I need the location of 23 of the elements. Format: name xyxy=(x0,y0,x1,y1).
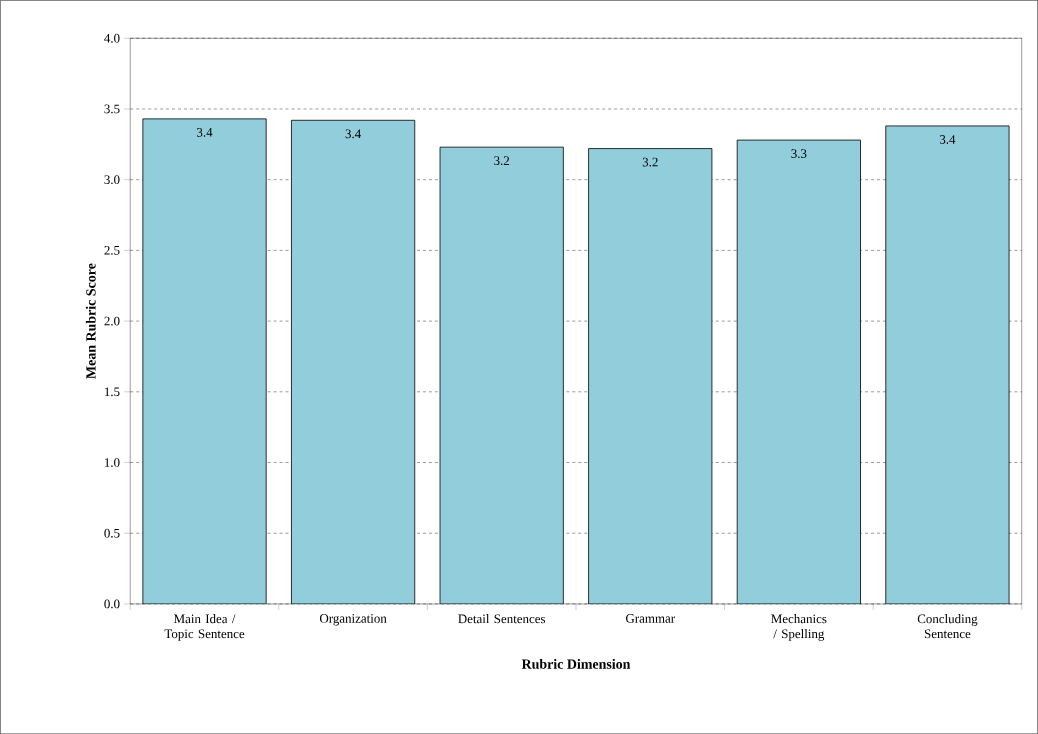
data-label: 3.4 xyxy=(939,135,956,144)
x-tick-label: Detail Sentences xyxy=(458,614,546,624)
data-label: 3.4 xyxy=(197,127,213,137)
y-tick-label: 4.0 xyxy=(104,33,120,43)
data-label: 3.3 xyxy=(791,149,807,158)
y-tick-label: 1.5 xyxy=(105,387,120,397)
y-tick-label: 0.0 xyxy=(104,599,120,609)
data-label: 3.2 xyxy=(494,156,510,166)
y-tick-label: 2.5 xyxy=(104,245,120,255)
y-tick-label: 2.0 xyxy=(104,316,120,326)
data-label: 3.4 xyxy=(345,129,361,139)
x-tick-label: Organization xyxy=(319,614,387,626)
x-tick-label: Concluding Sentence xyxy=(917,614,978,639)
y-tick-label: 3.0 xyxy=(104,175,120,184)
x-tick-label: Grammar xyxy=(626,614,675,623)
x-axis-title: Rubric Dimension xyxy=(521,658,631,669)
y-tick-label: 1.0 xyxy=(105,458,120,467)
y-tick-label: 3.5 xyxy=(104,104,120,114)
data-label: 3.2 xyxy=(642,157,658,167)
y-tick-label: 0.5 xyxy=(104,528,120,538)
x-tick-label: Main Idea / Topic Sentence xyxy=(164,614,245,641)
y-axis-title: Mean Rubric Score xyxy=(85,263,96,379)
x-tick-label: Mechanics / Spelling xyxy=(771,614,827,641)
